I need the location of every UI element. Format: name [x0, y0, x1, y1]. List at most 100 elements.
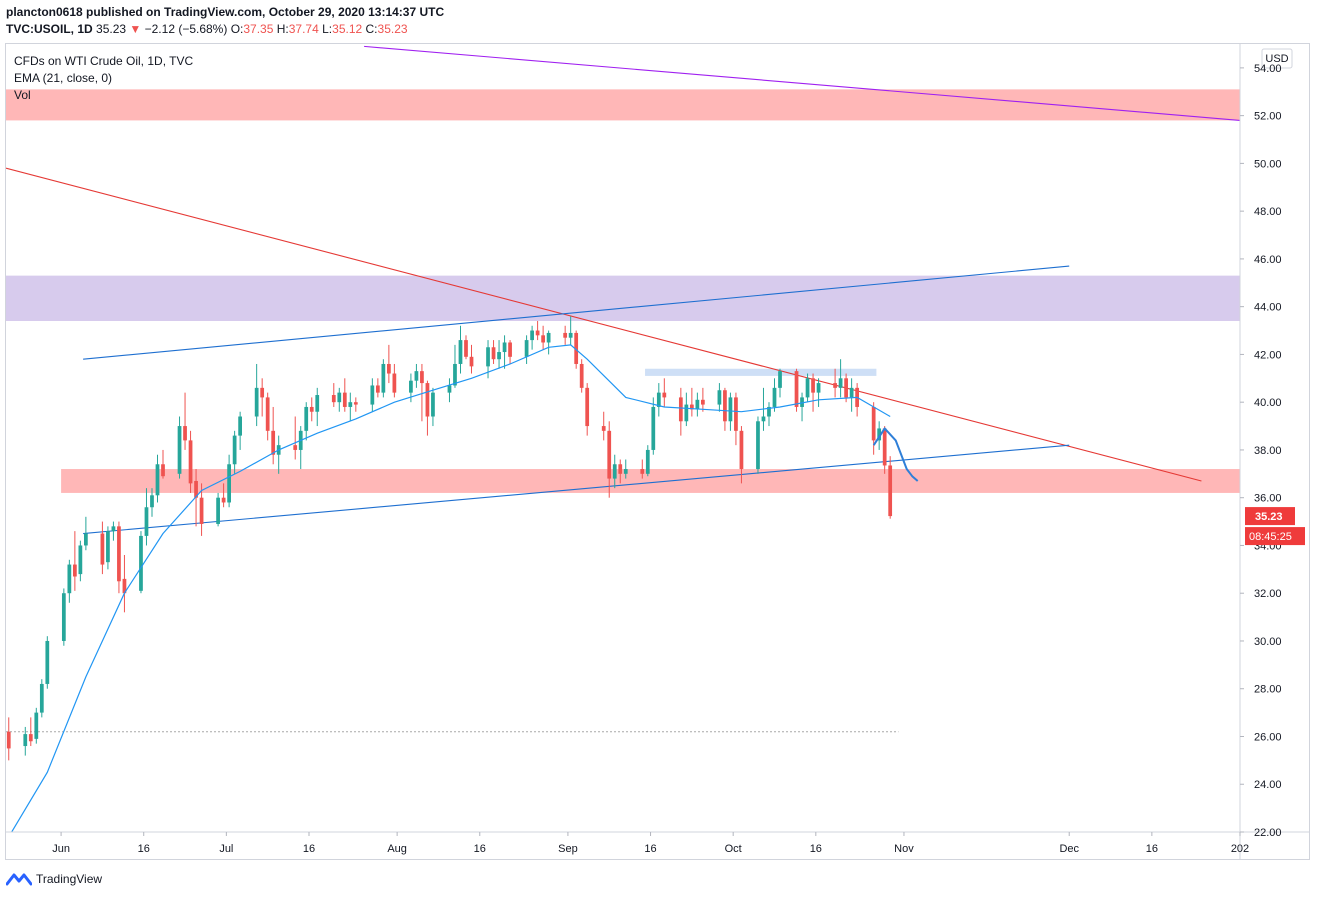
candle-27: [221, 483, 226, 508]
candle-24: [194, 469, 198, 527]
currency-label: USD: [1265, 53, 1288, 65]
price-tick-label: 26.00: [1254, 731, 1282, 743]
candle-body: [689, 404, 694, 410]
candle-body: [772, 387, 777, 407]
time-tick-label: Nov: [894, 843, 914, 855]
legend-title: CFDs on WTI Crude Oil, 1D, TVC: [14, 54, 194, 68]
candle-88: [689, 387, 694, 417]
candle-81: [640, 459, 645, 479]
candle-13: [111, 521, 116, 541]
symbol-line: TVC:USOIL, 1D 35.23 ▼ −2.12 (−5.68%) O:3…: [6, 22, 408, 36]
footer-brand: TradingView: [6, 871, 102, 887]
candle-2: [28, 717, 33, 747]
candle-107: [838, 359, 843, 398]
candle-92: [723, 387, 727, 431]
ema-layer: [10, 344, 891, 832]
candle-body: [684, 404, 689, 422]
legend-ema: EMA (21, close, 0): [14, 71, 113, 85]
publisher-text: plancton0618 published on TradingView.co…: [6, 5, 445, 19]
price-tick-label: 50.00: [1254, 158, 1282, 170]
candle-body: [535, 330, 540, 336]
candle-110: [855, 383, 860, 417]
candle-62: [491, 340, 496, 364]
candle-body: [541, 335, 545, 343]
candle-69: [541, 325, 545, 350]
candle-body: [761, 416, 766, 422]
candle-body: [227, 464, 231, 503]
candle-body: [447, 385, 452, 393]
low-label: L:: [322, 22, 333, 36]
candle-31: [254, 363, 259, 427]
price-tick-label: 38.00: [1254, 445, 1282, 457]
change-arrow: ▼: [129, 22, 142, 36]
candle-30: [238, 411, 243, 450]
candle-body: [370, 385, 375, 405]
candle-21: [177, 416, 182, 479]
candle-44: [348, 392, 353, 422]
candle-23: [188, 430, 193, 493]
candle-6: [61, 588, 66, 646]
open-value: 37.35: [243, 22, 274, 36]
candle-body: [877, 428, 882, 441]
candle-body: [161, 464, 165, 477]
candle-body: [778, 371, 782, 388]
candle-body: [194, 480, 198, 498]
candle-body: [530, 330, 534, 341]
candles-layer: [6, 316, 893, 761]
candle-89: [695, 392, 700, 417]
candle-body: [117, 526, 121, 582]
price-tick-label: 54.00: [1254, 63, 1282, 75]
candle-37: [298, 426, 303, 470]
candle-body: [100, 533, 105, 565]
candle-body: [409, 380, 413, 393]
candle-body: [199, 497, 204, 524]
candle-85: [662, 378, 667, 407]
candle-body: [78, 545, 83, 575]
candle-39: [309, 397, 314, 422]
candle-94: [734, 392, 738, 446]
candle-body: [601, 426, 606, 431]
time-tick-label: 16: [303, 843, 315, 855]
candle-29: [232, 430, 237, 474]
candle-body: [640, 469, 645, 474]
candle-3: [34, 707, 39, 744]
candle-102: [800, 392, 804, 422]
candle-106: [833, 368, 837, 398]
trend-line-0: [364, 45, 1240, 121]
time-tick-label: Jul: [219, 843, 233, 855]
change-value: −2.12 (−5.68%): [144, 22, 228, 36]
candle-body: [871, 406, 876, 441]
candle-body: [805, 378, 810, 398]
candle-body: [469, 356, 474, 367]
candle-body: [767, 406, 771, 417]
countdown-bg: [1245, 527, 1305, 546]
candle-body: [122, 578, 127, 594]
candle-body: [260, 387, 265, 398]
candle-body: [183, 426, 187, 441]
candle-body: [739, 430, 744, 470]
candle-18: [150, 488, 154, 517]
candle-body: [497, 352, 501, 360]
candle-body: [734, 397, 738, 431]
candle-body: [386, 363, 391, 374]
chart-frame[interactable]: [5, 43, 1310, 860]
ema-line: [10, 344, 891, 832]
candle-body: [106, 531, 110, 563]
candle-59: [464, 335, 468, 360]
candle-55: [431, 387, 435, 427]
price-tick-label: 24.00: [1254, 779, 1282, 791]
price-tick-label: 52.00: [1254, 111, 1282, 123]
price-tick-label: 22.00: [1254, 827, 1282, 839]
candle-body: [800, 397, 804, 407]
candle-95: [739, 426, 744, 484]
candle-101: [794, 368, 799, 412]
candle-body: [309, 406, 314, 412]
footer-brand-text: TradingView: [36, 872, 103, 886]
candle-109: [849, 378, 854, 412]
candle-body: [607, 430, 612, 479]
close-label: C:: [365, 22, 378, 36]
candle-77: [607, 421, 612, 498]
candle-11: [100, 521, 105, 575]
last-price-bg: [1245, 507, 1295, 526]
